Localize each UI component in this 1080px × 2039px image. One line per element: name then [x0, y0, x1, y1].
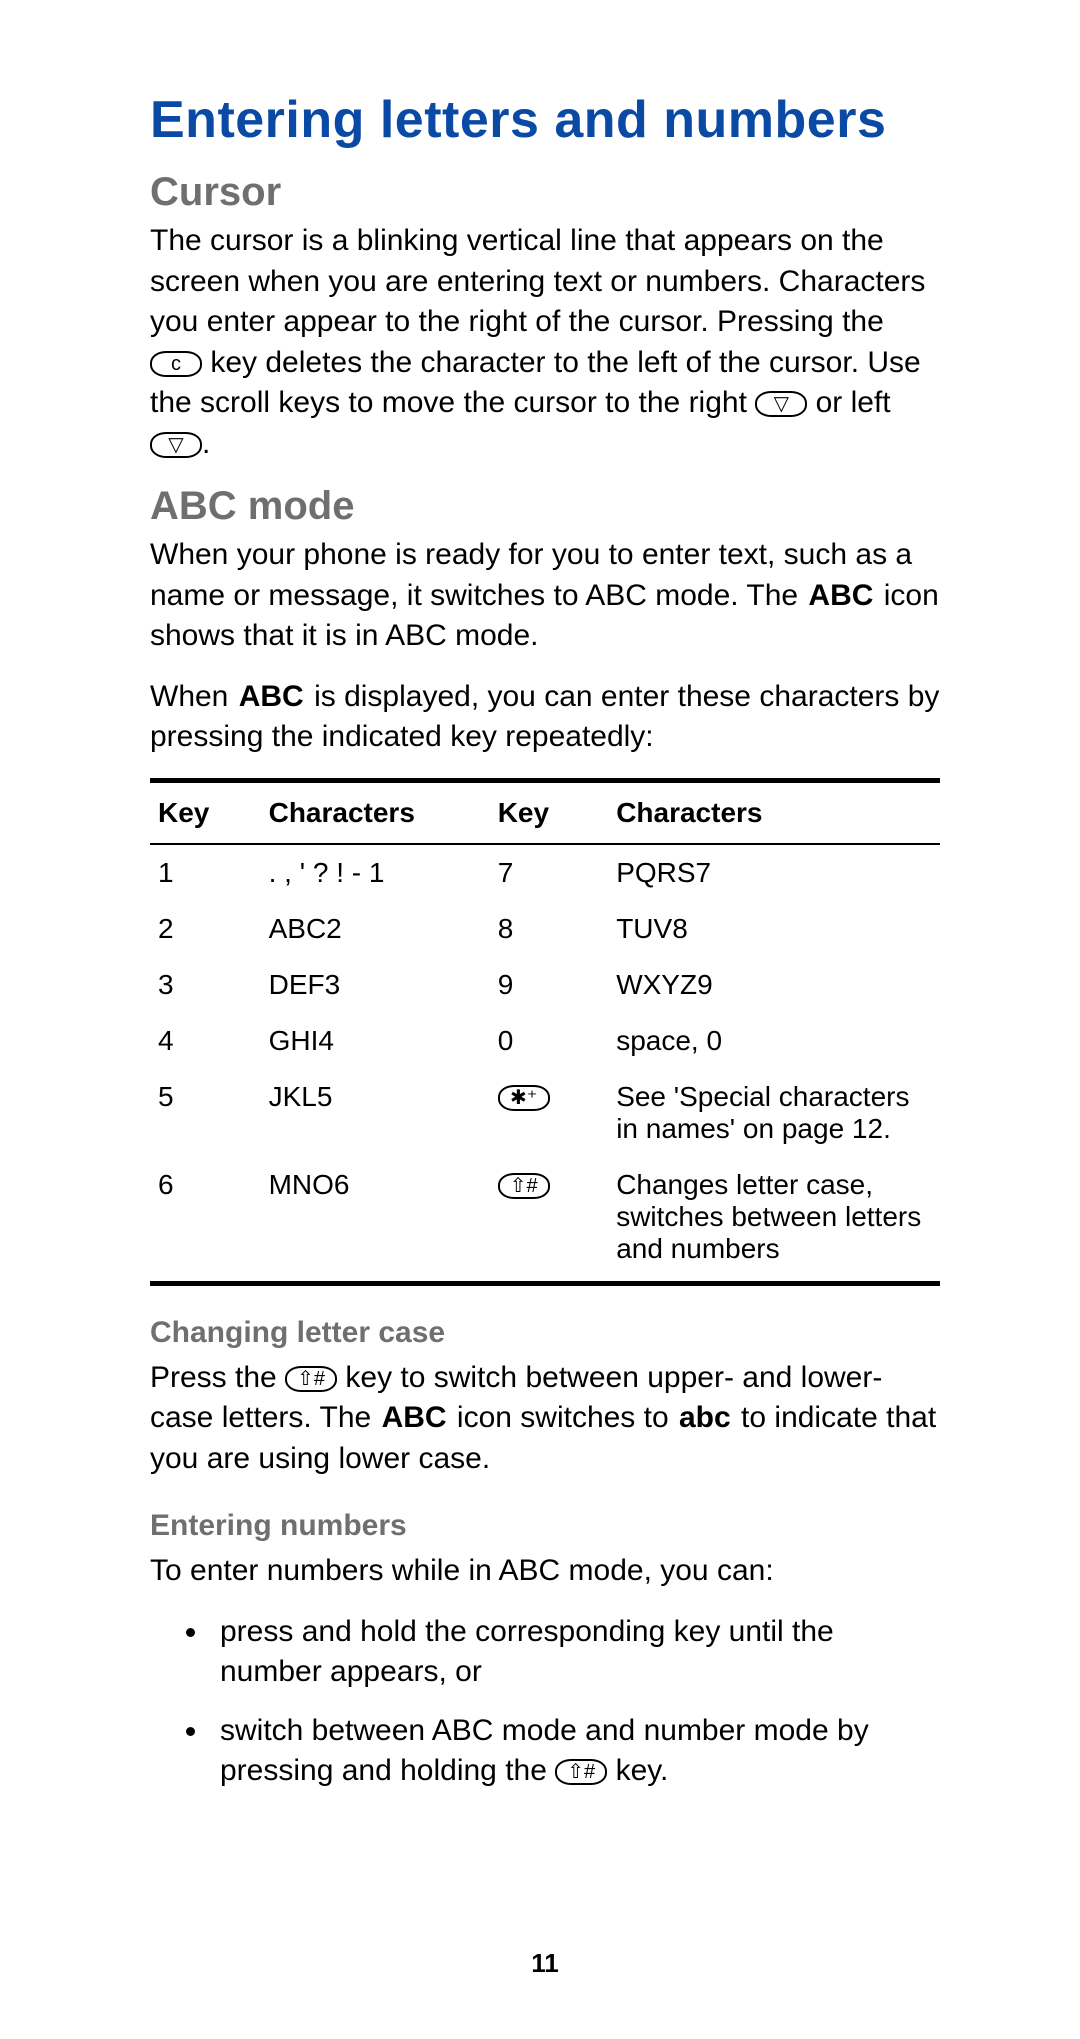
- table-row: 6MNO6 ⇧# Changes letter case, switches bet…: [150, 1157, 940, 1284]
- table-cell-characters: Changes letter case, switches between le…: [608, 1157, 940, 1284]
- scroll-left-icon: ▽: [150, 432, 202, 458]
- table-body: 1. , ' ? ! - 17PQRS72ABC28TUV83DEF39WXYZ…: [150, 844, 940, 1284]
- section-entering-numbers-title: Entering numbers: [150, 1509, 940, 1543]
- table-cell-key: 0: [490, 1013, 609, 1069]
- page-number: 11: [150, 1948, 940, 1979]
- shift-hash-key-icon: ⇧#: [498, 1173, 550, 1199]
- abc-paragraph-1: When your phone is ready for you to ente…: [150, 535, 940, 657]
- abc-lower-icon: abc: [677, 1398, 733, 1439]
- table-cell-characters: GHI4: [261, 1013, 490, 1069]
- table-row: 3DEF39WXYZ9: [150, 957, 940, 1013]
- table-cell-key: 4: [150, 1013, 261, 1069]
- en-b2-text-2: key.: [607, 1754, 668, 1787]
- table-row: 4GHI40space, 0: [150, 1013, 940, 1069]
- table-cell-key: 7: [490, 844, 609, 901]
- table-cell-key: 2: [150, 901, 261, 957]
- table-cell-characters: MNO6: [261, 1157, 490, 1284]
- table-cell-key: 1: [150, 844, 261, 901]
- cursor-text-4: .: [202, 427, 210, 460]
- section-cursor-title: Cursor: [150, 170, 940, 215]
- table-cell-characters: ABC2: [261, 901, 490, 957]
- table-cell-characters: TUV8: [608, 901, 940, 957]
- table-row: 2ABC28TUV8: [150, 901, 940, 957]
- list-item: press and hold the corresponding key unt…: [210, 1612, 940, 1693]
- table-header: Characters: [261, 780, 490, 844]
- abc-upper-icon: ABC: [380, 1398, 449, 1439]
- table-cell-key: 8: [490, 901, 609, 957]
- section-changing-case-title: Changing letter case: [150, 1316, 940, 1350]
- table-cell-key: 6: [150, 1157, 261, 1284]
- table-header-row: Key Characters Key Characters: [150, 780, 940, 844]
- key-characters-table-wrap: Key Characters Key Characters 1. , ' ? !…: [150, 778, 940, 1286]
- table-cell-characters: WXYZ9: [608, 957, 940, 1013]
- table-cell-characters: See 'Special characters in names' on pag…: [608, 1069, 940, 1157]
- table-row: 5JKL5 ✱⁺ See 'Special characters in names'…: [150, 1069, 940, 1157]
- section-abc-title: ABC mode: [150, 484, 940, 529]
- table-cell-key: ⇧#: [490, 1157, 609, 1284]
- cc-text-3: icon switches to: [457, 1401, 677, 1434]
- entering-numbers-list: press and hold the corresponding key unt…: [150, 1612, 940, 1792]
- list-item: switch between ABC mode and number mode …: [210, 1711, 940, 1792]
- cc-text-1: Press the: [150, 1361, 285, 1394]
- table-cell-characters: DEF3: [261, 957, 490, 1013]
- en-b2-text-1: switch between ABC mode and number mode …: [220, 1714, 869, 1788]
- changing-case-paragraph: Press the ⇧# key to switch between upper…: [150, 1358, 940, 1480]
- table-cell-key: ✱⁺: [490, 1069, 609, 1157]
- table-header: Key: [150, 780, 261, 844]
- cursor-text-1: The cursor is a blinking vertical line t…: [150, 224, 925, 338]
- scroll-right-icon: ▽: [755, 391, 807, 417]
- c-key-icon: c: [150, 351, 202, 377]
- abc-mode-icon: ABC: [806, 576, 875, 617]
- abc-p1-text-1: When your phone is ready for you to ente…: [150, 538, 912, 612]
- table-cell-characters: space, 0: [608, 1013, 940, 1069]
- shift-hash-key-icon: ⇧#: [285, 1366, 337, 1392]
- table-cell-characters: PQRS7: [608, 844, 940, 901]
- page-title: Entering letters and numbers: [150, 90, 940, 150]
- abc-paragraph-2: When ABC is displayed, you can enter the…: [150, 677, 940, 758]
- entering-numbers-intro: To enter numbers while in ABC mode, you …: [150, 1551, 940, 1592]
- table-cell-characters: . , ' ? ! - 1: [261, 844, 490, 901]
- table-cell-key: 3: [150, 957, 261, 1013]
- shift-hash-key-icon: ⇧#: [555, 1759, 607, 1785]
- cursor-paragraph: The cursor is a blinking vertical line t…: [150, 221, 940, 464]
- abc-p2-text-1: When: [150, 680, 237, 713]
- cursor-text-3: or left: [816, 386, 891, 419]
- table-cell-key: 9: [490, 957, 609, 1013]
- table-cell-key: 5: [150, 1069, 261, 1157]
- table-header: Key: [490, 780, 609, 844]
- table-header: Characters: [608, 780, 940, 844]
- star-key-icon: ✱⁺: [498, 1085, 550, 1111]
- manual-page: Entering letters and numbers Cursor The …: [0, 0, 1080, 2039]
- abc-mode-icon: ABC: [237, 677, 306, 718]
- table-cell-characters: JKL5: [261, 1069, 490, 1157]
- key-characters-table: Key Characters Key Characters 1. , ' ? !…: [150, 778, 940, 1286]
- table-row: 1. , ' ? ! - 17PQRS7: [150, 844, 940, 901]
